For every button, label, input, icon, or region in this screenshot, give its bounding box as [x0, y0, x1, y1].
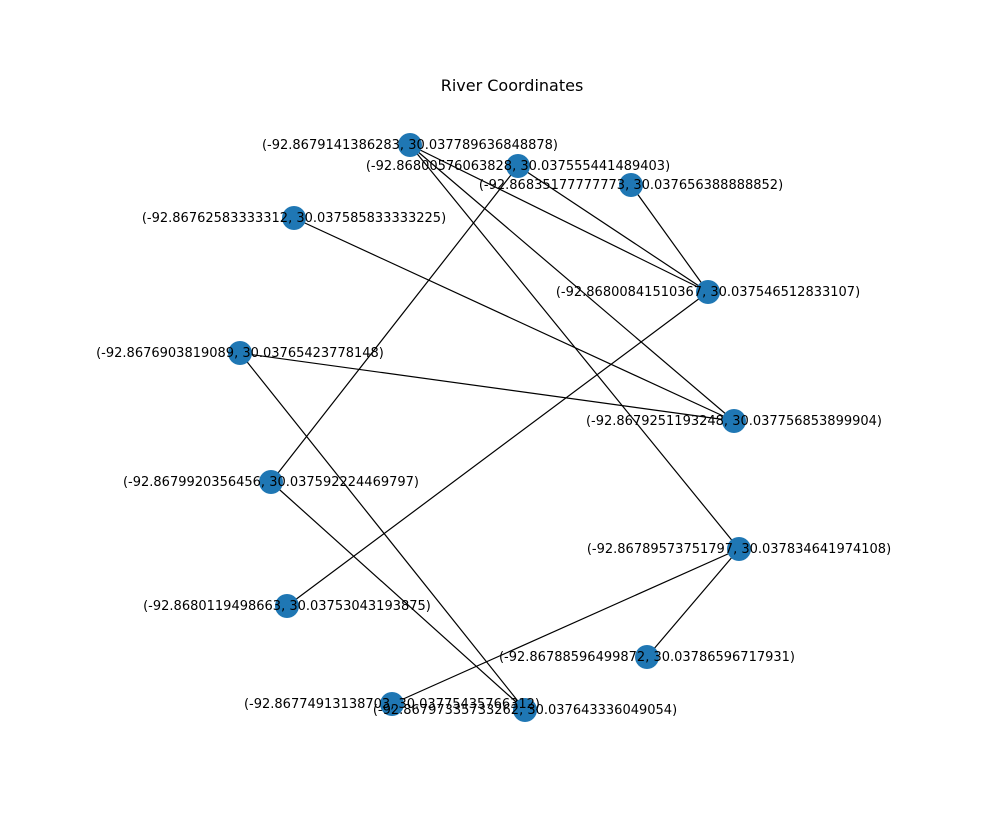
graph-edge	[409, 144, 740, 550]
graph-node	[619, 173, 643, 197]
graph-edge	[517, 165, 709, 293]
node-label: (-92.86789573751797, 30.037834641974108)	[587, 542, 891, 557]
graph-edge	[286, 291, 709, 607]
node-label: (-92.86800576063828, 30.037555441489403)	[366, 159, 670, 174]
graph-node	[635, 645, 659, 669]
node-label: (-92.8679141386283, 30.037789636848878)	[262, 138, 558, 153]
node-label: (-92.86800841510367, 30.037546512833107)	[556, 285, 860, 300]
graph-edge	[293, 217, 735, 422]
graph-edge	[409, 144, 709, 293]
node-label: (-92.8680119498663, 30.03753043193875)	[143, 599, 431, 614]
graph-edge	[391, 548, 740, 705]
graph-node	[380, 692, 404, 716]
graph-edge	[630, 184, 709, 293]
graph-node	[228, 341, 252, 365]
node-label: (-92.8676903819089, 30.03765423778148)	[96, 346, 384, 361]
node-label: (-92.86797335733262, 30.037643336049054)	[373, 703, 677, 718]
graph-node	[727, 537, 751, 561]
node-label: (-92.86762583333312, 30.037585833333225)	[142, 211, 446, 226]
graph-node	[513, 698, 537, 722]
node-label: (-92.86774913138703, 30.03775435766312)	[244, 697, 540, 712]
graph-edge	[270, 165, 519, 483]
graph-node	[259, 470, 283, 494]
node-label: (-92.86788596499872, 30.03786596717931)	[499, 650, 795, 665]
graph-edge	[270, 481, 526, 711]
figure-title: River Coordinates	[441, 76, 584, 95]
graph-node	[282, 206, 306, 230]
graph-node	[398, 133, 422, 157]
label-layer: (-92.8679141386283, 30.037789636848878) (…	[96, 138, 891, 718]
edge-layer	[239, 144, 740, 711]
graph-node	[275, 594, 299, 618]
graph-node	[722, 409, 746, 433]
node-label: (-92.8679251193248, 30.037756853899904)	[586, 414, 882, 429]
graph-edge	[239, 352, 526, 711]
node-label: (-92.86835177777773, 30.037656388888852)	[479, 178, 783, 193]
graph-node	[696, 280, 720, 304]
graph-edge	[646, 548, 740, 658]
graph-edge	[239, 352, 735, 422]
graph-node	[506, 154, 530, 178]
node-label: (-92.8679920356456, 30.037592224469797)	[123, 475, 419, 490]
node-layer	[228, 133, 751, 722]
graph-edge	[409, 144, 735, 422]
